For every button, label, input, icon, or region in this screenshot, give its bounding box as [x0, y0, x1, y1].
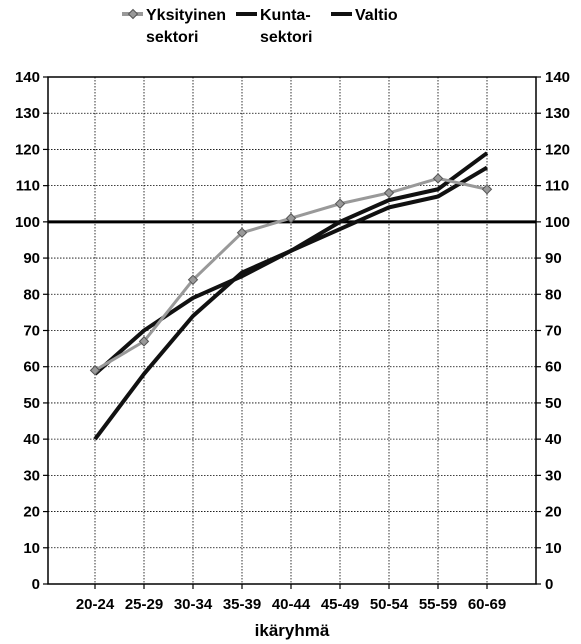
y-tick-label-left: 120: [15, 141, 40, 158]
x-tick-label: 40-44: [272, 596, 311, 613]
x-tick-label: 55-59: [419, 596, 457, 613]
y-tick-label-left: 100: [15, 214, 40, 231]
y-tick-label-right: 100: [545, 214, 570, 231]
y-tick-label-left: 110: [16, 178, 40, 195]
y-axis-right: 0 10 20 30 40 50 60 70 80 90 100 110 120 130 140: [536, 69, 570, 593]
y-tick-label-right: 120: [545, 141, 570, 158]
x-tick-label: 25-29: [125, 596, 163, 613]
series-point: [383, 187, 395, 199]
y-tick-label-left: 40: [23, 431, 40, 448]
series-lines: [89, 151, 493, 441]
y-tick-label-right: 80: [545, 286, 562, 303]
y-tick-label-right: 60: [545, 359, 562, 376]
legend-label: Yksityinen: [146, 7, 226, 24]
y-tick-label-left: 20: [23, 504, 40, 521]
y-tick-label-left: 60: [23, 359, 40, 376]
y-tick-label-left: 90: [23, 250, 40, 267]
y-tick-label-right: 30: [545, 467, 562, 484]
x-tick-label: 60-69: [468, 596, 506, 613]
y-tick-label-left: 140: [15, 69, 40, 86]
y-tick-label-right: 10: [545, 540, 562, 557]
legend-label: sektori: [146, 29, 198, 46]
legend-label: Valtio: [355, 7, 398, 24]
y-tick-label-right: 90: [545, 250, 562, 267]
y-tick-label-right: 110: [545, 178, 569, 195]
x-tick-label: 50-54: [370, 596, 409, 613]
y-tick-label-left: 130: [15, 105, 40, 122]
y-tick-label-left: 10: [23, 540, 40, 557]
y-tick-label-right: 40: [545, 431, 562, 448]
legend: Yksityinen sektori Kunta-sektori Valtio: [122, 7, 398, 46]
y-tick-label-left: 30: [23, 467, 40, 484]
y-tick-label-right: 20: [545, 504, 562, 521]
series-point: [138, 336, 150, 347]
x-tick-label: 35-39: [223, 596, 261, 613]
x-tick-label: 20-24: [76, 596, 115, 613]
y-tick-label-right: 140: [545, 69, 570, 86]
y-tick-label-right: 0: [545, 576, 553, 593]
y-tick-label-left: 80: [23, 286, 40, 303]
legend-label: Kunta-: [260, 7, 311, 24]
series-point: [334, 198, 346, 209]
series-point: [432, 173, 444, 184]
legend-marker: [127, 8, 139, 20]
y-tick-label-left: 0: [32, 576, 40, 593]
x-tick-label: 45-49: [321, 596, 359, 613]
series-point: [236, 227, 248, 238]
y-tick-label-left: 50: [23, 395, 40, 412]
legend-label: sektori: [260, 29, 312, 46]
y-tick-label-right: 50: [545, 395, 562, 412]
series-point: [481, 184, 493, 195]
y-tick-label-right: 70: [545, 323, 562, 340]
series-point: [89, 365, 101, 376]
x-axis-label: ikäryhmä: [255, 621, 330, 640]
y-tick-label-left: 70: [23, 323, 40, 340]
y-tick-label-right: 130: [545, 105, 570, 122]
y-axis-left: 0 10 20 30 40 50 60 70 80 90 100 110 120 130 140: [15, 69, 48, 593]
x-tick-label: 30-34: [174, 596, 213, 613]
x-axis: 20-24 25-29 30-34 35-39 40-44 45-49 50-54 55-59…: [76, 584, 506, 613]
series-point: [285, 213, 297, 224]
series-point: [187, 274, 199, 286]
